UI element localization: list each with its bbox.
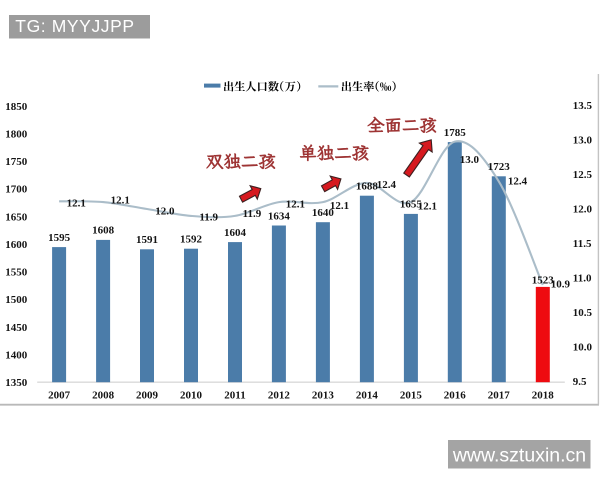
svg-text:1400: 1400 [5, 350, 28, 362]
svg-text:2013: 2013 [312, 390, 335, 402]
svg-text:1550: 1550 [5, 267, 28, 279]
svg-text:12.5: 12.5 [573, 169, 593, 181]
svg-text:1523: 1523 [532, 275, 555, 287]
svg-text:TG: MYYJJPP: TG: MYYJJPP [15, 16, 134, 36]
svg-text:1655: 1655 [400, 199, 423, 211]
svg-text:1591: 1591 [136, 234, 158, 246]
svg-text:11.0: 11.0 [573, 273, 592, 285]
svg-text:13.0: 13.0 [460, 154, 480, 166]
svg-text:12.4: 12.4 [377, 179, 397, 191]
svg-text:2016: 2016 [444, 390, 467, 402]
svg-text:2018: 2018 [532, 390, 555, 402]
svg-text:10.0: 10.0 [573, 342, 593, 354]
svg-text:12.0: 12.0 [573, 204, 593, 216]
svg-text:13.5: 13.5 [573, 100, 593, 112]
svg-text:1688: 1688 [356, 181, 379, 193]
svg-text:1450: 1450 [5, 322, 28, 334]
svg-text:12.0: 12.0 [155, 206, 175, 218]
svg-text:11.9: 11.9 [243, 208, 262, 220]
svg-text:1500: 1500 [5, 294, 28, 306]
svg-text:1640: 1640 [312, 207, 335, 219]
svg-text:11.5: 11.5 [573, 238, 592, 250]
svg-text:9.5: 9.5 [573, 376, 587, 388]
svg-text:1800: 1800 [5, 128, 28, 140]
svg-text:1700: 1700 [5, 184, 28, 196]
svg-text:2009: 2009 [136, 390, 159, 402]
svg-text:13.0: 13.0 [573, 135, 593, 147]
svg-text:1600: 1600 [5, 239, 28, 251]
svg-text:1592: 1592 [180, 234, 203, 246]
svg-text:2015: 2015 [400, 390, 423, 402]
svg-text:12.1: 12.1 [286, 198, 305, 210]
svg-text:1604: 1604 [224, 227, 247, 239]
svg-text:2017: 2017 [488, 390, 511, 402]
svg-text:12.1: 12.1 [418, 201, 437, 213]
svg-text:2012: 2012 [268, 390, 291, 402]
svg-text:10.9: 10.9 [551, 278, 571, 290]
svg-text:2010: 2010 [180, 390, 203, 402]
svg-text:1595: 1595 [48, 232, 71, 244]
svg-text:1723: 1723 [488, 161, 511, 173]
svg-text:12.1: 12.1 [67, 197, 86, 209]
svg-text:1750: 1750 [5, 156, 28, 168]
svg-text:12.4: 12.4 [508, 175, 528, 187]
svg-text:2008: 2008 [92, 390, 115, 402]
svg-text:www.sztuxin.cn: www.sztuxin.cn [452, 444, 586, 466]
svg-text:11.9: 11.9 [199, 212, 218, 224]
svg-text:12.1: 12.1 [111, 195, 130, 207]
svg-text:12.1: 12.1 [330, 200, 349, 212]
svg-text:1350: 1350 [5, 377, 28, 389]
svg-text:1608: 1608 [92, 225, 115, 237]
svg-text:1634: 1634 [268, 210, 291, 222]
svg-text:10.5: 10.5 [573, 307, 593, 319]
svg-text:2014: 2014 [356, 390, 379, 402]
svg-text:1650: 1650 [5, 211, 28, 223]
svg-text:1850: 1850 [5, 101, 28, 113]
svg-text:2007: 2007 [48, 390, 71, 402]
svg-text:1785: 1785 [444, 127, 467, 139]
svg-text:2011: 2011 [224, 390, 245, 402]
